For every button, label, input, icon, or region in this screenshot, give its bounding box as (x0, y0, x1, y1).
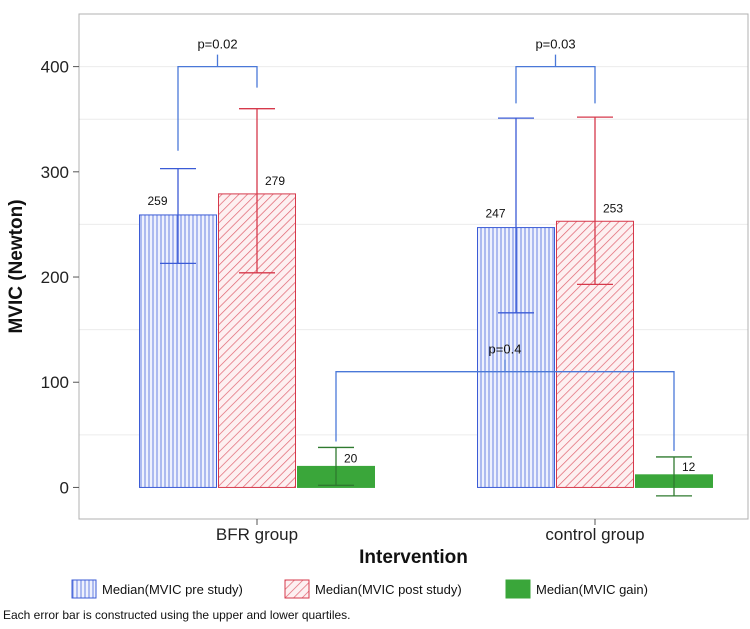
y-tick-label: 200 (41, 268, 69, 287)
legend-swatch (505, 579, 531, 599)
y-tick-label: 100 (41, 373, 69, 392)
bars (139, 193, 713, 488)
p-value-label: p=0.4 (489, 342, 522, 357)
y-axis-title: MVIC (Newton) (6, 199, 27, 333)
p-value-label: p=0.02 (197, 37, 237, 52)
legend: Median(MVIC pre study) Median(MVIC post s… (71, 579, 648, 599)
x-tick-label: control group (545, 525, 644, 544)
x-axis-title: Intervention (359, 547, 468, 568)
error-bars (160, 108, 692, 497)
plot-frame (78, 13, 749, 520)
y-tick-label: 400 (41, 58, 69, 77)
data-label: 247 (486, 207, 506, 221)
data-label: 253 (603, 201, 623, 215)
legend-label: Median(MVIC post study) (315, 582, 462, 597)
x-tick-label: BFR group (216, 525, 298, 544)
legend-swatch (284, 579, 310, 599)
legend-label: Median(MVIC pre study) (102, 582, 243, 597)
data-label: 12 (682, 460, 696, 474)
legend-swatch (71, 579, 97, 599)
y-tick-label: 0 (60, 478, 69, 497)
p-bracket (515, 65, 596, 104)
data-label: 259 (148, 194, 168, 208)
legend-label: Median(MVIC gain) (536, 582, 648, 597)
y-tick-label: 300 (41, 163, 69, 182)
data-label: 20 (344, 451, 358, 465)
data-labels: 259 247 279 253 20 12 (148, 174, 696, 474)
y-axis: 0 100 200 300 400 (41, 58, 79, 497)
data-label: 279 (265, 174, 285, 188)
p-value-brackets: p=0.02 p=0.03 p=0.4 (177, 37, 675, 451)
footnote: Each error bar is constructed using the … (3, 608, 351, 622)
p-value-label: p=0.03 (535, 37, 575, 52)
x-axis: BFR group control group (216, 519, 645, 544)
p-bracket (177, 65, 258, 151)
